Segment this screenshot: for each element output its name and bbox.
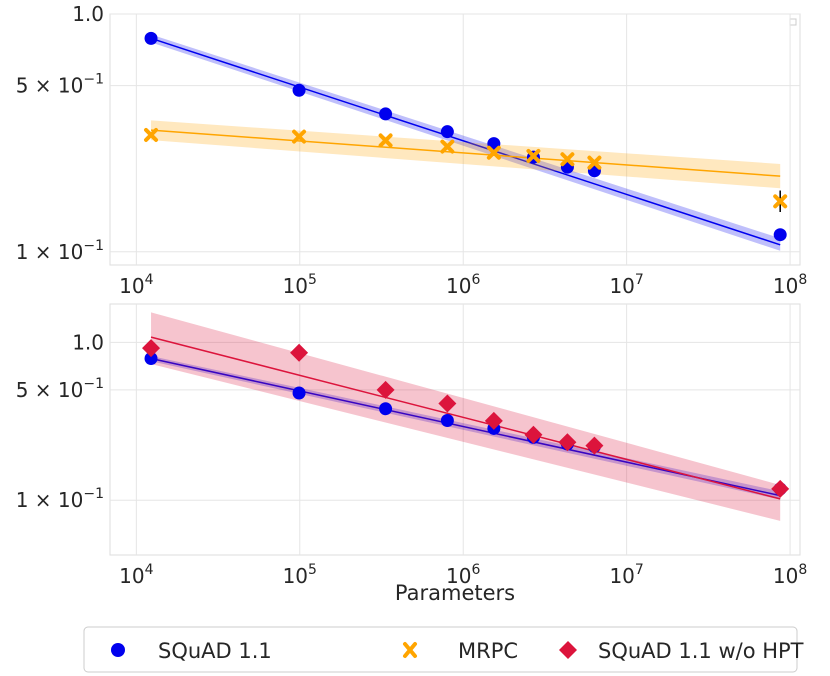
confidence-band	[151, 120, 781, 189]
plot-frame	[109, 13, 801, 266]
legend-marker-x	[403, 642, 417, 658]
confidence-band	[151, 34, 781, 251]
y-tick-label: 1.0	[72, 2, 104, 26]
data-point	[526, 148, 541, 163]
legend-item-mrpc: MRPC	[403, 639, 518, 663]
data-point	[376, 380, 395, 399]
y-tick-label: 5 × 10−1	[16, 72, 104, 98]
x-tick-label: 108	[773, 272, 807, 298]
bottom-panel: 104 105 106 107 108 1.0 5 × 10−1 1 × 10−1	[16, 303, 807, 588]
x-tick-label: 107	[609, 272, 643, 298]
data-point	[585, 436, 604, 455]
x-tick-label: 108	[773, 562, 807, 588]
x-tick-label: 106	[446, 272, 480, 298]
data-point	[773, 228, 787, 242]
data-point	[771, 479, 790, 498]
y-tick-label: 5 × 10−1	[16, 376, 104, 402]
data-point	[486, 145, 501, 160]
top-panel: 104 105 106 107 108 1.0 5 × 10−1 1 × 10−1	[16, 2, 808, 298]
legend-frame	[83, 626, 798, 673]
data-point	[440, 139, 455, 154]
data-point	[142, 339, 161, 358]
data-point	[773, 194, 788, 209]
legend-item-squad-no-hpt: SQuAD 1.1 w/o HPT	[559, 639, 804, 663]
legend-marker-circle	[111, 643, 125, 657]
data-point	[144, 127, 159, 142]
data-point	[144, 352, 158, 366]
data-point	[144, 31, 158, 45]
regression-line	[150, 37, 781, 246]
data-point	[587, 155, 602, 170]
legend-item-squad: SQuAD 1.1	[111, 639, 272, 663]
data-point	[379, 107, 393, 121]
legend: SQuAD 1.1 MRPC SQuAD 1.1 w/o HPT	[83, 626, 804, 673]
data-point	[292, 386, 306, 400]
legend-label-mrpc: MRPC	[458, 639, 518, 663]
data-point	[440, 413, 454, 427]
legend-marker-diamond	[559, 641, 577, 659]
data-point	[290, 343, 309, 362]
plot-frame	[109, 303, 801, 556]
data-point	[524, 425, 543, 444]
y-tick-label: 1 × 10−1	[16, 238, 104, 264]
legend-label-squad-no-hpt: SQuAD 1.1 w/o HPT	[598, 639, 804, 663]
x-tick-label: 106	[446, 562, 480, 588]
y-tick-label: 1.0	[72, 330, 104, 354]
data-point	[379, 402, 393, 416]
x-tick-label: 104	[119, 562, 153, 588]
data-point	[438, 394, 457, 413]
regression-line	[150, 357, 781, 497]
data-point	[560, 152, 575, 167]
legend-label-squad: SQuAD 1.1	[158, 639, 272, 663]
regression-line	[150, 129, 781, 177]
data-point	[292, 129, 307, 144]
x-tick-label: 104	[119, 272, 153, 298]
y-tick-label: 1 × 10−1	[16, 486, 104, 512]
x-tick-label: 105	[283, 272, 317, 298]
inner-legend-box	[789, 18, 797, 26]
data-point	[440, 125, 454, 139]
data-point	[292, 83, 306, 97]
confidence-band	[151, 312, 781, 521]
x-tick-label: 107	[609, 562, 643, 588]
data-point	[558, 433, 577, 452]
regression-line	[150, 336, 781, 500]
x-tick-label: 105	[283, 562, 317, 588]
data-point	[484, 411, 503, 430]
x-axis-label: Parameters	[395, 581, 515, 605]
data-point	[378, 133, 393, 148]
